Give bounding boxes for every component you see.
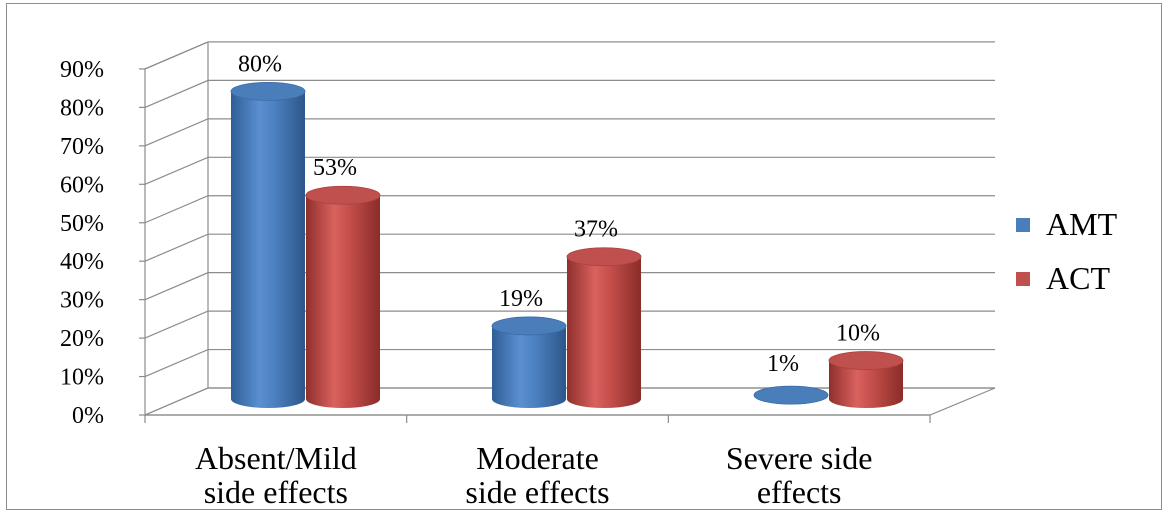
bar-top [566,247,642,267]
gridline [144,195,995,224]
bars [230,82,904,409]
x-category-label: effects [757,474,842,510]
x-category-label: Moderate [476,440,599,476]
gridline [144,41,995,70]
gridline [144,310,995,339]
bar-amt-2 [753,385,829,405]
y-tick-label: 10% [60,365,104,391]
data-label: 53% [313,155,357,181]
bar-act-0 [305,185,381,408]
bar-act-1 [566,247,642,408]
y-tick-label: 90% [60,57,104,83]
legend-swatch-act [1016,272,1030,286]
data-label: 10% [836,321,880,347]
legend-label-amt: AMT [1046,206,1118,242]
x-category-label: side effects [465,474,609,510]
legend-label-act: ACT [1046,260,1110,296]
bar-body [231,91,305,409]
bar-body [492,325,566,408]
bar-body [567,256,641,408]
y-tick-label: 70% [60,134,104,160]
y-tick-label: 20% [60,326,104,352]
legend: AMT ACT [1016,206,1118,296]
y-tick-label: 40% [60,249,104,275]
bar-top [491,316,567,336]
y-tick-label: 50% [60,211,104,237]
bar-amt-0 [230,82,306,409]
bar-amt-1 [491,316,567,408]
gridline [144,233,995,262]
x-category-label: side effects [204,474,348,510]
legend-swatch-amt [1016,218,1030,232]
gridline [144,118,995,147]
bar-top [305,185,381,205]
y-tick-label: 0% [72,403,104,429]
data-labels: 80% 19% 1% 53% 37% 10% [238,51,880,377]
y-tick-label: 60% [60,172,104,198]
bar-top [753,385,829,405]
data-label: 37% [574,217,618,243]
bar-top [230,82,306,101]
bar-top [828,351,904,370]
chart-walls [144,41,996,416]
gridline [144,348,995,378]
data-label: 80% [238,51,282,77]
data-label: 19% [499,286,543,312]
x-category-label: Absent/Mild [195,440,357,476]
gridline [144,156,995,185]
gridline [144,272,995,301]
data-label: 1% [767,351,799,377]
bar-act-2 [828,351,904,408]
x-category-label: Severe side [726,440,873,476]
bar-body [306,195,380,408]
y-tick-label: 30% [60,288,104,314]
y-axis: 0% 10% 20% 30% 40% 50% 60% 70% 80% 90% [60,57,146,429]
bar-body [829,360,903,408]
gridline [144,79,995,108]
y-tick-label: 80% [60,95,104,121]
